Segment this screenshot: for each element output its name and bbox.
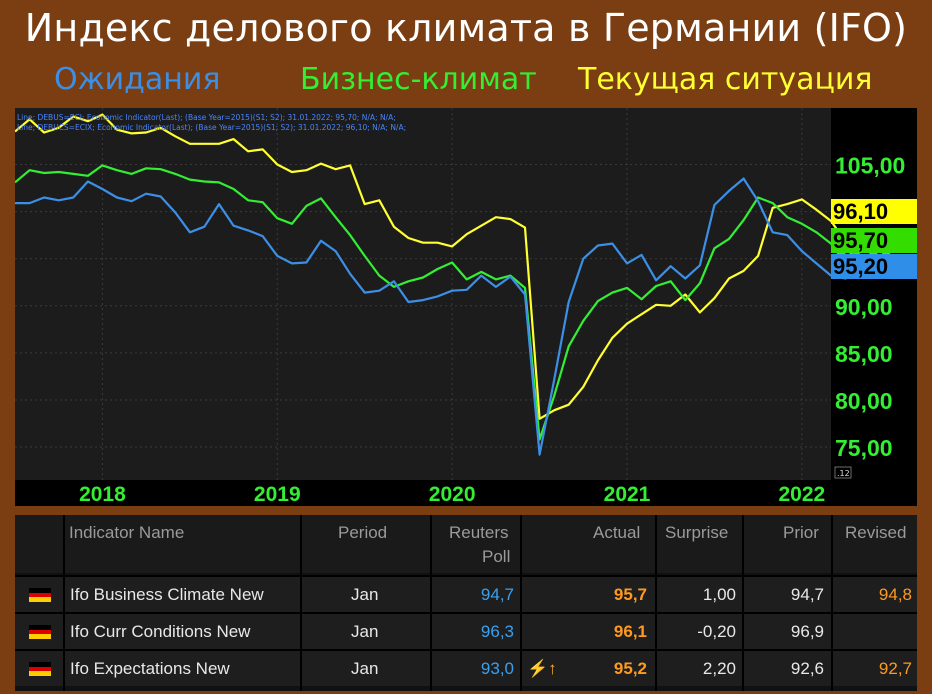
cell-revised: 92,7	[878, 659, 912, 678]
y-tick-label: 75,00	[835, 435, 893, 461]
axis-corner-box	[834, 466, 852, 479]
chart-header-2: Line; DEBUCS=ECIX; Economic Indicator(La…	[17, 123, 406, 132]
last-value-box-0	[831, 199, 917, 224]
last-value-label-2: 95,20	[833, 254, 888, 279]
cell-prior: 92,6	[790, 659, 824, 678]
table-row[interactable]: Ifo Curr Conditions New Jan 96,3 96,1 -0,20 9…	[15, 612, 917, 649]
last-value-label-0: 96,10	[833, 199, 888, 224]
cell-period: Jan	[351, 585, 379, 604]
cell-prior: 94,7	[790, 585, 824, 604]
axis-corner-label: .12	[837, 469, 850, 478]
header-surprise: Surprise	[665, 523, 729, 542]
y-tick-label: 90,00	[835, 294, 893, 320]
series-lines	[15, 113, 862, 456]
x-tick-label: 2018	[79, 483, 126, 506]
cell-period: Jan	[351, 622, 379, 641]
chart-header-1: Line; DEBUS=ECI; Economic Indicator(Last…	[17, 113, 396, 122]
header-prior: Prior	[783, 523, 819, 542]
series-line-1	[15, 164, 861, 441]
header-poll-1: Reuters	[449, 523, 509, 542]
series-line-0	[15, 113, 861, 420]
cell-poll: 96,3	[480, 622, 514, 641]
header-actual: Actual	[593, 523, 641, 542]
legend-business-climate: Бизнес-климат	[300, 62, 537, 97]
cell-surprise: -0,20	[697, 622, 736, 641]
x-tick-label: 2022	[778, 483, 825, 506]
x-tick-label: 2021	[604, 483, 651, 506]
cell-actual: 95,7	[613, 585, 647, 604]
table-header: Indicator Name Period Reuters Poll Actua…	[15, 515, 917, 573]
cell-actual: 96,1	[613, 622, 647, 641]
cell-revised: 94,8	[878, 585, 912, 604]
header-indicator: Indicator Name	[69, 523, 185, 542]
legend-expectations: Ожидания	[54, 62, 221, 97]
last-value-label-1: 95,70	[833, 228, 888, 253]
series-line-2	[15, 177, 862, 456]
cell-actual: 95,2	[613, 659, 647, 678]
page-title: Индекс делового климата в Германии (IFO)	[24, 6, 908, 50]
y-tick-label: 85,00	[835, 341, 893, 367]
cell-prior: 96,9	[790, 622, 824, 641]
x-axis: 2018 2019 2020 2021 2022	[79, 483, 825, 506]
line-chart: Line; DEBUS=ECI; Economic Indicator(Last…	[15, 108, 917, 506]
germany-flag-icon	[29, 588, 51, 602]
x-tick-label: 2019	[254, 483, 301, 506]
legend-current-situation: Текущая ситуация	[578, 62, 873, 97]
cell-period: Jan	[351, 659, 379, 678]
cell-surprise: 2,20	[702, 659, 736, 678]
cell-alert: ⚡↑	[527, 659, 557, 678]
y-tick-label: 80,00	[835, 388, 893, 414]
cell-poll: 93,0	[480, 659, 514, 678]
y-tick-label: 105,00	[835, 153, 905, 179]
cell-name: Ifo Expectations New	[70, 659, 230, 678]
cell-name: Ifo Business Climate New	[70, 585, 264, 604]
germany-flag-icon	[29, 625, 51, 639]
table-row[interactable]: Ifo Business Climate New Jan 94,7 95,7 1,00 9…	[15, 575, 917, 612]
last-value-box-1	[831, 228, 917, 253]
x-tick-label: 2020	[429, 483, 476, 506]
header-revised: Revised	[845, 523, 907, 542]
cell-surprise: 1,00	[702, 585, 736, 604]
cell-name: Ifo Curr Conditions New	[70, 622, 251, 641]
cell-poll: 94,7	[480, 585, 514, 604]
indicator-table: Indicator Name Period Reuters Poll Actua…	[15, 515, 917, 691]
header-poll-2: Poll	[482, 547, 511, 566]
chart-svg: Line; DEBUS=ECI; Economic Indicator(Last…	[15, 108, 917, 506]
header-period: Period	[338, 523, 388, 542]
plot-area	[15, 108, 831, 480]
germany-flag-icon	[29, 662, 51, 676]
last-value-box-2	[831, 254, 917, 279]
table-row[interactable]: Ifo Expectations New Jan 93,0 ⚡↑ 95,2 2,20 92,…	[15, 649, 917, 686]
